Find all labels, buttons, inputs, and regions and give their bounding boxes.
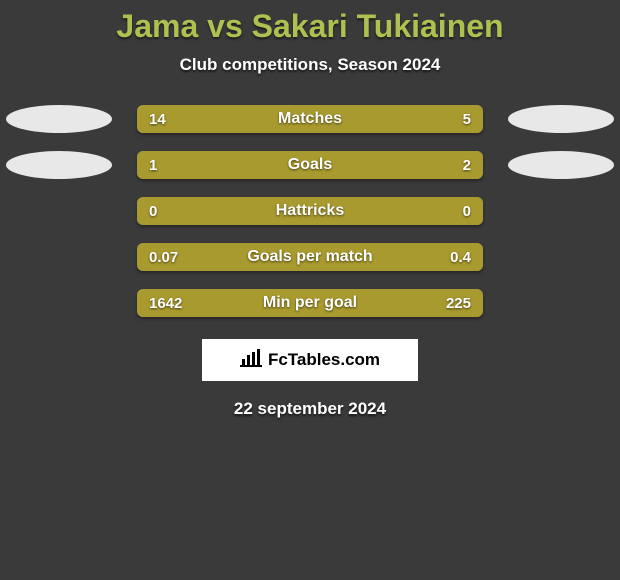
stat-bar: 145Matches — [137, 105, 483, 133]
logo-box[interactable]: FcTables.com — [202, 339, 418, 381]
stat-value-right: 225 — [446, 289, 471, 317]
stat-value-left: 14 — [149, 105, 166, 133]
stat-bar: 12Goals — [137, 151, 483, 179]
logo-inner: FcTables.com — [240, 349, 380, 372]
stat-value-left: 1642 — [149, 289, 182, 317]
stat-row: 145Matches — [0, 105, 620, 133]
stat-value-right: 0.4 — [450, 243, 471, 271]
player-photo-left — [6, 105, 112, 133]
chart-icon — [240, 349, 262, 372]
stat-value-right: 5 — [463, 105, 471, 133]
stat-bar: 0.070.4Goals per match — [137, 243, 483, 271]
stat-bar-left — [137, 243, 483, 271]
stat-row: 12Goals — [0, 151, 620, 179]
stat-bar-left — [137, 197, 483, 225]
player-photo-left — [6, 151, 112, 179]
stat-bar-left — [137, 105, 379, 133]
logo-text: FcTables.com — [268, 350, 380, 370]
comparison-card: Jama vs Sakari Tukiainen Club competitio… — [0, 0, 620, 419]
stat-value-left: 0 — [149, 197, 157, 225]
stat-row: 1642225Min per goal — [0, 289, 620, 317]
stat-value-left: 1 — [149, 151, 157, 179]
page-title: Jama vs Sakari Tukiainen — [116, 8, 503, 45]
stat-bar: 00Hattricks — [137, 197, 483, 225]
stat-bar-right — [241, 151, 483, 179]
stat-value-left: 0.07 — [149, 243, 178, 271]
stat-row: 00Hattricks — [0, 197, 620, 225]
stat-value-right: 2 — [463, 151, 471, 179]
stat-value-right: 0 — [463, 197, 471, 225]
stat-bar-right — [403, 289, 483, 317]
stats-rows: 145Matches12Goals00Hattricks0.070.4Goals… — [0, 105, 620, 317]
stat-bar: 1642225Min per goal — [137, 289, 483, 317]
subtitle: Club competitions, Season 2024 — [180, 55, 441, 75]
date-label: 22 september 2024 — [234, 399, 386, 419]
stat-row: 0.070.4Goals per match — [0, 243, 620, 271]
player-photo-right — [508, 105, 614, 133]
player-photo-right — [508, 151, 614, 179]
